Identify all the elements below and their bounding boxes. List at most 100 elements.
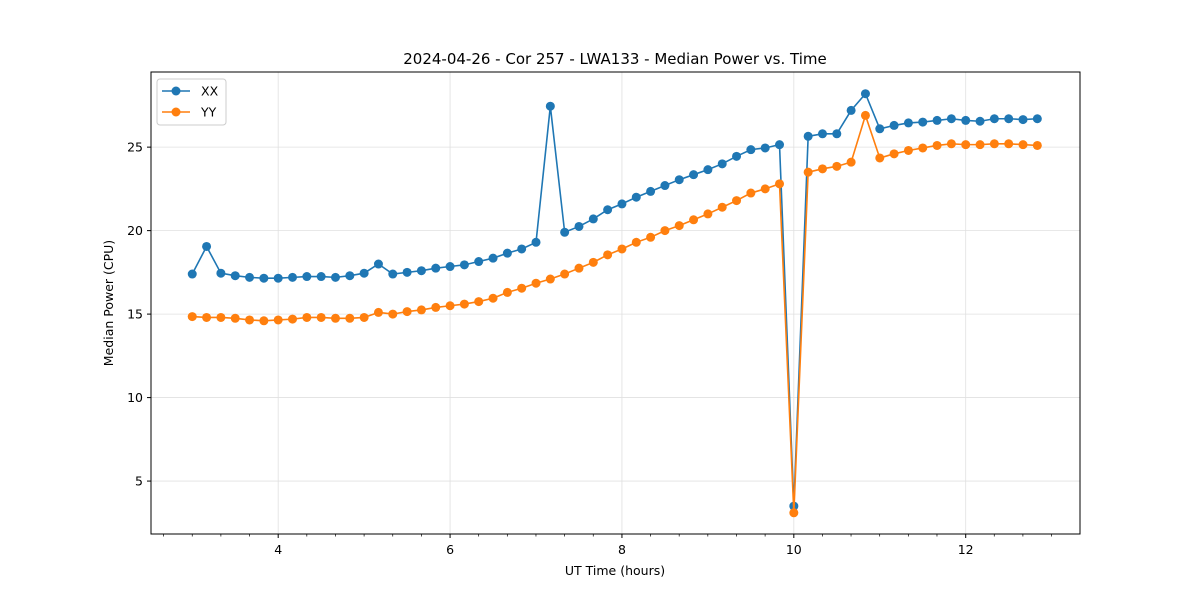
data-point-xx [674,175,684,185]
data-point-xx [359,268,369,278]
data-point-xx [574,221,584,231]
y-tick-label: 5 [135,474,143,489]
data-point-xx [259,273,269,283]
data-point-xx [760,143,770,153]
data-point-xx [932,115,942,125]
data-point-yy [832,161,842,171]
legend-yy-marker [171,107,181,117]
legend: XX YY [156,78,227,126]
x-axis-label: UT Time (hours) [565,563,665,578]
data-point-xx [689,170,699,180]
data-point-yy [288,314,298,324]
data-point-yy [603,250,613,260]
data-point-xx [531,237,541,247]
data-point-xx [474,257,484,267]
y-tick-label: 25 [127,140,143,155]
data-point-yy [502,287,512,297]
data-point-yy [459,299,469,309]
data-point-xx [646,186,656,196]
x-tick-label: 10 [786,542,802,557]
data-point-xx [918,117,928,127]
x-tick-label: 8 [618,542,626,557]
data-point-xx [216,268,226,278]
data-point-xx [803,131,813,141]
data-point-yy [846,157,856,167]
data-point-xx [1004,114,1014,124]
data-point-xx [875,124,885,134]
data-point-yy [431,302,441,312]
data-point-yy [932,140,942,150]
data-point-yy [817,164,827,174]
data-point-yy [488,293,498,303]
data-point-yy [803,167,813,177]
data-point-yy [316,312,326,322]
series-line-xx [191,92,1038,507]
data-point-xx [316,272,326,282]
data-point-xx [817,129,827,139]
data-point-yy [531,278,541,288]
data-point-yy [373,307,383,317]
data-point-xx [488,253,498,263]
data-point-yy [245,315,255,325]
data-point-xx [502,248,512,258]
data-point-xx [732,151,742,161]
legend-yy-label: YY [200,105,217,120]
data-point-yy [975,140,985,150]
data-point-xx [373,259,383,269]
data-point-yy [216,312,226,322]
data-point-yy [674,221,684,231]
data-point-yy [273,315,283,325]
data-point-yy [574,263,584,273]
data-point-xx [588,214,598,224]
data-point-xx [946,114,956,124]
data-point-xx [975,116,985,126]
legend-xx-marker [171,86,181,96]
data-point-xx [603,205,613,215]
data-point-yy [703,209,713,219]
data-point-xx [775,140,785,150]
data-point-yy [989,139,999,149]
y-axis-label: Median Power (CPU) [101,240,116,366]
data-point-xx [517,244,527,254]
data-point-yy [187,312,197,322]
data-point-xx [459,260,469,270]
data-point-xx [230,271,240,281]
data-point-xx [846,105,856,115]
data-point-yy [660,226,670,236]
data-point-yy [302,312,312,322]
y-tick-label: 10 [127,390,143,405]
series-group [187,89,1042,518]
axis-ticks: 4 6 8 10 12 5 10 15 20 25 [127,140,1052,557]
data-point-xx [345,271,355,281]
data-point-xx [660,181,670,191]
data-point-yy [1018,140,1028,150]
data-point-xx [717,159,727,169]
data-point-yy [474,297,484,307]
data-point-yy [903,145,913,155]
data-point-xx [1018,115,1028,125]
data-point-xx [402,267,412,277]
data-point-yy [388,309,398,319]
data-point-xx [1032,114,1042,124]
data-point-yy [789,508,799,518]
data-point-xx [545,101,555,111]
data-point-xx [302,272,312,282]
chart-title: 2024-04-26 - Cor 257 - LWA133 - Median P… [403,50,827,68]
data-point-xx [617,199,627,209]
plot-frame [150,71,1081,535]
data-point-yy [359,312,369,322]
x-tick-label: 4 [274,542,282,557]
data-point-xx [187,269,197,279]
data-point-yy [517,283,527,293]
legend-xx-label: XX [201,84,219,99]
grid [151,72,1080,534]
data-point-xx [560,227,570,237]
data-point-xx [631,192,641,202]
data-point-yy [560,269,570,279]
data-point-xx [288,272,298,282]
data-point-yy [588,257,598,267]
data-point-yy [775,179,785,189]
data-point-xx [273,273,283,283]
data-point-yy [732,196,742,206]
data-point-yy [875,153,885,163]
